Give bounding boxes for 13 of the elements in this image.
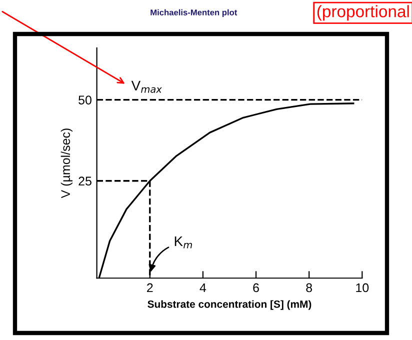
x-tick-label: 8	[306, 283, 312, 292]
x-tick-label: 2	[147, 283, 153, 292]
x-tick-label: 6	[253, 283, 259, 292]
y-tick-label: 25	[78, 176, 92, 186]
text: (proportional	[317, 5, 409, 21]
chart-title: Michaelis-Menten plot	[150, 9, 238, 18]
y-axis-title: V (µmol/sec)	[60, 128, 72, 198]
ref-line-label: V$_{max}$	[131, 80, 162, 93]
y-tick-label: 50	[78, 96, 92, 104]
x-tick-label: 10	[356, 283, 369, 292]
annotation: K$_{m}$	[174, 236, 192, 248]
x-tick-label: 4	[200, 283, 206, 292]
x-axis-title: Substrate concentration [S] (mM)	[148, 300, 312, 310]
